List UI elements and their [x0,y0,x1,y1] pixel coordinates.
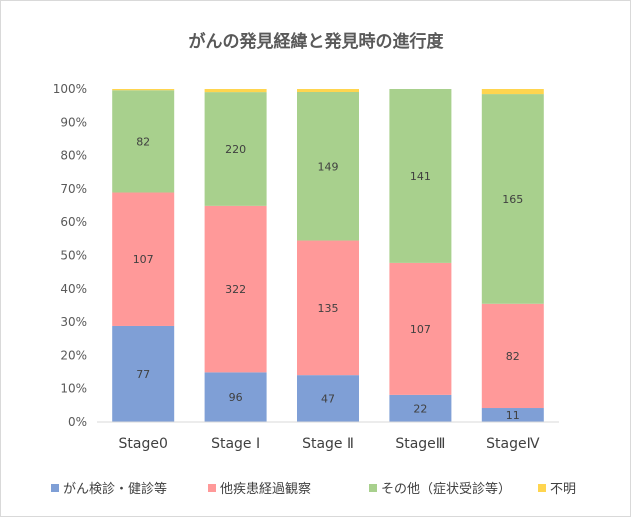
x-tick-label: StageⅢ [395,436,445,452]
data-label: 22 [413,402,427,415]
bar-segment [297,89,359,92]
y-tick-label: 80% [60,149,87,163]
data-label: 107 [410,323,431,336]
bar-segment [204,205,267,373]
bars: 77 107 82 96 322 220 47 135 149 22 107 141 11 82 165 [112,89,544,422]
legend-swatch [51,484,59,492]
x-tick-label: Stage Ⅰ [211,436,260,452]
bar-segment [112,90,175,193]
legend-label: その他（症状受診等） [381,481,511,497]
bar-segment [297,91,359,241]
bar-segment [297,375,359,422]
y-tick-label: 10% [60,382,87,396]
chart-title: がんの発見経緯と発見時の進行度 [189,31,445,52]
x-tick-label: StageⅣ [486,436,539,452]
legend: がん検診・健診等 他疾患経過観察 その他（症状受診等） 不明 [51,481,576,497]
bar-segment [204,372,267,422]
legend-label: 不明 [550,482,576,497]
bar-segment [112,89,175,91]
legend-label: がん検診・健診等 [63,481,167,497]
data-label: 96 [229,391,243,404]
y-tick-label: 70% [60,182,87,196]
y-tick-label: 60% [60,215,87,229]
y-tick-label: 40% [60,282,87,296]
bar-segment [481,408,544,422]
bar-segment [112,192,175,326]
data-label: 82 [506,350,520,363]
bar-segment [481,94,544,304]
x-tick-label: Stage Ⅱ [302,436,354,452]
bar-segment [204,92,267,206]
data-label: 165 [502,193,523,206]
data-label: 11 [506,409,520,422]
bar-segment [481,303,544,409]
x-tick-label: Stage0 [119,436,168,452]
data-label: 141 [410,170,431,183]
legend-swatch [208,484,216,492]
bar-segment [389,89,452,263]
bar-segment [204,89,267,93]
y-tick-label: 100% [53,82,87,96]
x-axis: Stage0 Stage Ⅰ Stage Ⅱ StageⅢ StageⅣ [97,421,559,452]
data-label: 220 [225,143,246,156]
legend-swatch [538,484,546,492]
data-label: 77 [136,368,150,381]
legend-label: 他疾患経過観察 [220,482,311,497]
y-tick-label: 0% [68,415,87,429]
data-label: 149 [318,160,339,173]
data-label: 107 [133,253,154,266]
bar-segment [297,240,359,376]
y-tick-label: 50% [60,249,87,263]
bar-segment [389,394,452,422]
data-label: 82 [136,135,150,148]
bar-segment [481,89,544,95]
y-tick-label: 20% [60,348,87,362]
bar-segment [389,262,452,395]
y-tick-label: 90% [60,115,87,129]
legend-swatch [369,484,377,492]
data-label: 47 [321,393,335,406]
y-axis: 0% 10% 20% 30% 40% 50% 60% 70% 80% 90% 100% [53,82,87,429]
data-label: 135 [318,302,339,315]
bar-segment [112,325,175,422]
y-tick-label: 30% [60,315,87,329]
data-label: 322 [225,283,246,296]
